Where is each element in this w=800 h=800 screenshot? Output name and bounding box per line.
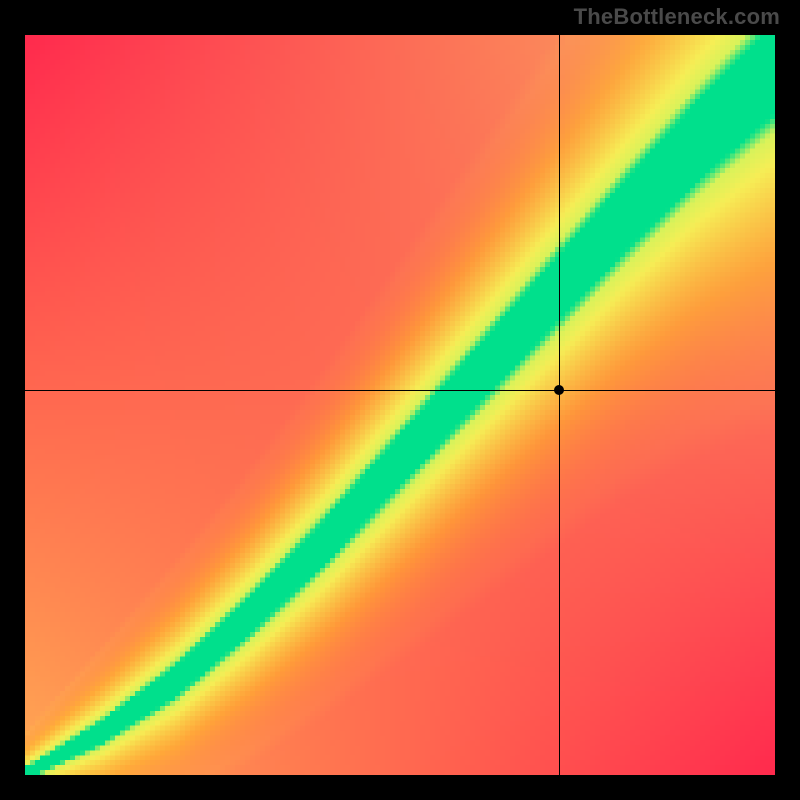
heatmap-canvas (25, 35, 775, 775)
chart-container: TheBottleneck.com (0, 0, 800, 800)
crosshair-vertical (559, 35, 560, 775)
plot-area (25, 35, 775, 775)
crosshair-horizontal (25, 390, 775, 391)
watermark-text: TheBottleneck.com (574, 4, 780, 30)
crosshair-marker (554, 385, 564, 395)
